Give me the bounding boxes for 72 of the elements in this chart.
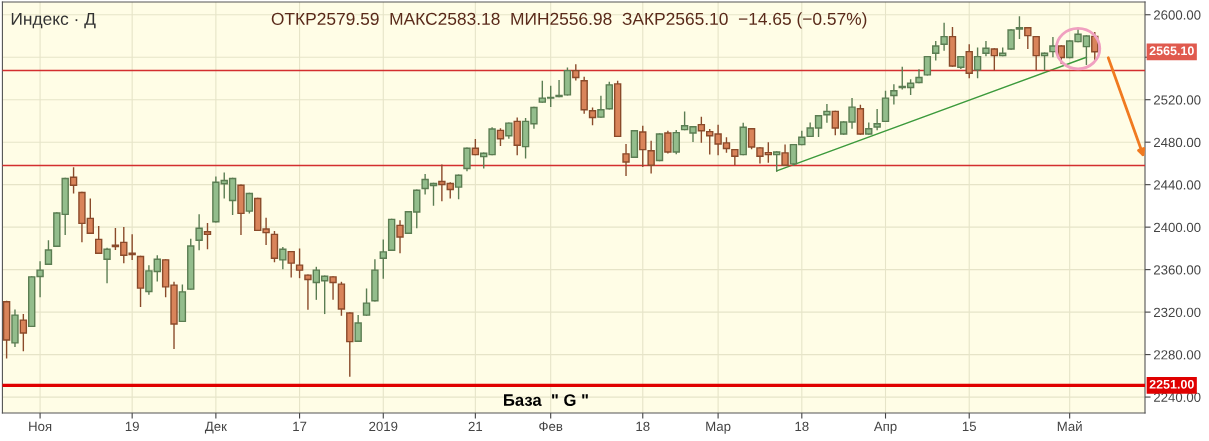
candlestick: [647, 140, 655, 174]
candlestick: [781, 144, 789, 166]
x-tick-label: Апр: [873, 421, 897, 434]
x-tick-label: 19: [125, 421, 139, 432]
candlestick: [203, 222, 212, 250]
candlestick: [69, 167, 78, 194]
candlestick: [245, 192, 254, 214]
y-tick-label: 2480.00: [1154, 137, 1201, 148]
candlestick: [823, 104, 831, 123]
candlestick: [639, 125, 647, 167]
candlestick: [295, 248, 304, 279]
candlestick: [982, 40, 990, 57]
candlestick: [362, 288, 371, 316]
candlestick: [396, 220, 404, 254]
candlestick: [890, 84, 898, 105]
candlestick: [195, 214, 203, 251]
candlestick: [279, 246, 287, 270]
x-tick-label: Май: [1057, 421, 1082, 432]
y-tick-label: 2320.00: [1154, 307, 1201, 318]
candlestick: [287, 250, 295, 278]
candlestick: [672, 130, 680, 155]
candlestick: [354, 315, 362, 343]
x-tick-label: Мар: [706, 421, 731, 434]
x-tick-label: Дек: [204, 421, 227, 434]
x-tick-label: 17: [293, 421, 307, 431]
candlestick: [94, 226, 103, 254]
candlestick: [44, 240, 53, 265]
y-tick-label: 2520.00: [1154, 95, 1201, 105]
candlestick: [19, 314, 28, 352]
candlestick: [103, 247, 111, 284]
y-tick-label: 2400.00: [1154, 222, 1201, 233]
candlestick: [1024, 27, 1032, 49]
candlestick: [270, 231, 279, 263]
y-tick-label: 2360.00: [1154, 265, 1201, 275]
candlestick: [932, 40, 940, 61]
candlestick: [622, 143, 630, 176]
candlestick: [664, 130, 672, 154]
candlestick: [513, 117, 521, 156]
x-tick-label: 18: [636, 421, 650, 432]
ref-line-label: 2251.00: [1149, 379, 1194, 389]
candlestick: [304, 274, 312, 310]
y-tick-label: 2240.00: [1154, 392, 1201, 402]
candlestick: [605, 81, 613, 110]
candlestick: [831, 110, 839, 136]
text: Индекс · Д: [11, 12, 96, 29]
candlestick: [965, 44, 973, 79]
candlestick: [463, 147, 471, 172]
y-tick-label: 2600.00: [1154, 10, 1201, 20]
candlestick: [697, 116, 706, 143]
candlestick: [973, 47, 982, 79]
text: 2565.10: [1149, 46, 1194, 56]
candlestick: [379, 239, 387, 279]
annotation: База " G ": [504, 394, 588, 406]
candlestick: [329, 276, 337, 300]
candlestick: [940, 22, 948, 51]
candlestick: [454, 174, 463, 200]
text: ОТКР2579.59 МАКС2583.18 МИН2556.98 ЗАКР2565.10 −14.65 (−0.57%): [271, 12, 867, 29]
x-tick-label: 15: [962, 421, 976, 432]
y-tick-label: 2440.00: [1154, 180, 1201, 190]
candlestick: [990, 48, 999, 71]
x-tick-label: 2019: [369, 421, 398, 432]
y-tick-label: 2280.00: [1154, 350, 1201, 360]
x-tick-label: Ноя: [29, 421, 52, 432]
candlestick: [1032, 35, 1040, 71]
candlestick: [772, 151, 781, 172]
candlestick: [873, 109, 881, 131]
candlestick: [597, 95, 605, 118]
candlestick: [923, 55, 932, 76]
candlestick: [881, 90, 890, 123]
x-tick-label: 18: [795, 421, 809, 432]
x-tick-label: Фев: [539, 421, 563, 432]
x-tick-label: 21: [468, 421, 483, 431]
